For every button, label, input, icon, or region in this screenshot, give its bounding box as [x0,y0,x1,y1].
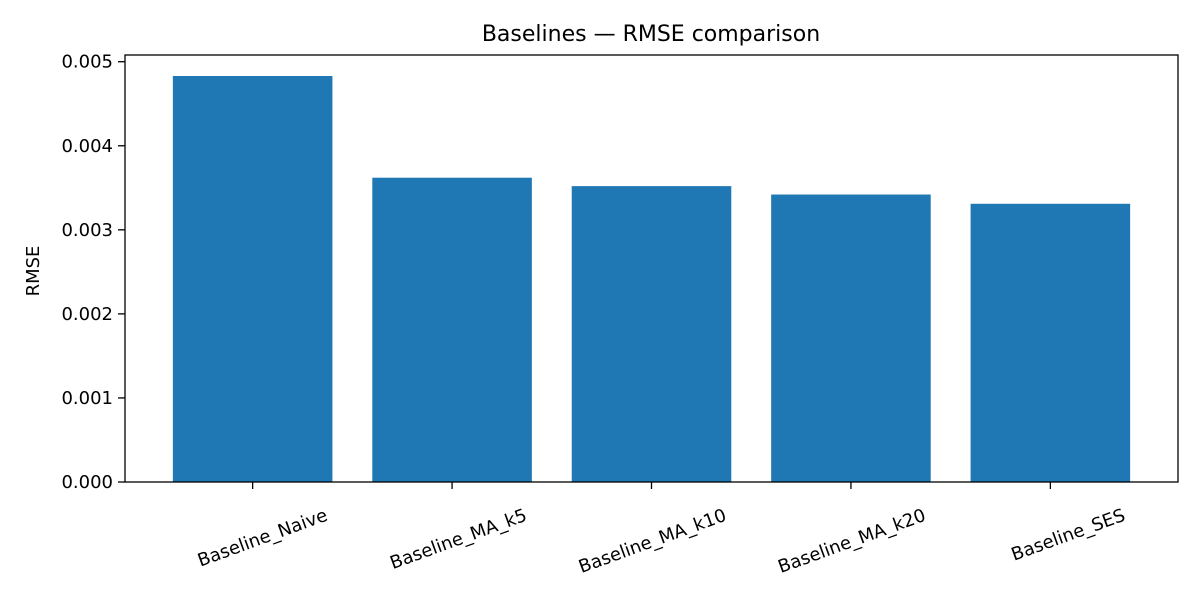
y-axis-ticks: 0.000 0.001 0.002 0.003 0.004 0.005 [61,52,125,493]
x-tick-label: Baseline_Naive [195,505,330,571]
bar-baseline-naive [172,76,333,482]
x-tick-label: Baseline_SES [1009,505,1129,566]
x-axis-ticks: Baseline_Naive Baseline_MA_k5 Baseline_MA_… [195,482,1128,578]
plot-frame [124,54,1179,483]
bar-baseline-ma-k20 [771,194,931,482]
y-tick-label: 0.002 [61,304,113,325]
chart-title: Baselines — RMSE comparison [482,22,820,47]
y-axis-label: RMSE [23,246,44,297]
x-tick-label: Baseline_MA_k10 [576,505,729,578]
y-tick-label: 0.004 [61,136,113,157]
bar-baseline-ma-k10 [571,186,732,482]
x-tick-label: Baseline_MA_k5 [387,505,530,574]
y-tick-label: 0.003 [61,220,113,241]
x-tick-label: Baseline_MA_k20 [775,505,928,578]
y-tick-label: 0.000 [61,472,113,493]
y-tick-label: 0.001 [61,388,113,409]
bar-baseline-ses [970,203,1131,482]
bar-baseline-ma-k5 [372,177,532,482]
y-tick-label: 0.005 [61,52,113,73]
bars-group [172,76,1131,482]
